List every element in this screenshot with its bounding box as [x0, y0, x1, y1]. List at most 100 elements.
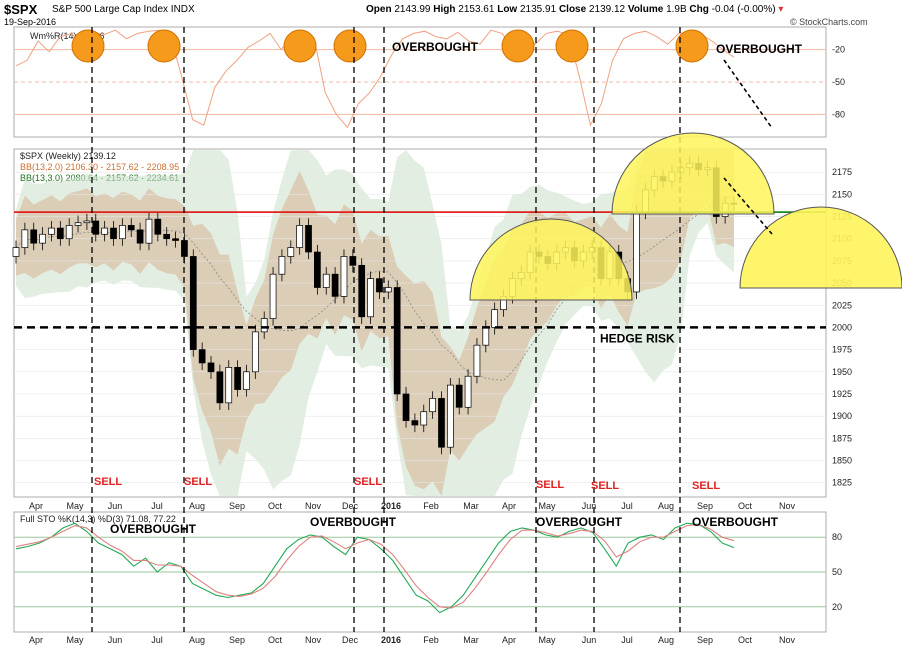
exchange-text: INDX — [170, 4, 195, 15]
price-candle — [491, 309, 499, 328]
price-candle — [145, 218, 153, 244]
price-candle — [393, 287, 401, 395]
sell-label: SELL — [692, 480, 720, 492]
price-candle — [314, 251, 321, 288]
williams-r-layer: -20 -50 -80 OVERBOUGHT OVERBOUGHT — [14, 29, 845, 129]
price-candle — [74, 222, 82, 226]
price-tick-label: 1850 — [832, 456, 852, 466]
price-candle — [322, 273, 330, 288]
price-candle — [154, 218, 162, 235]
low-value: 2135.91 — [520, 4, 557, 15]
price-candle — [101, 227, 108, 235]
month-tick-top: Apr — [502, 501, 516, 511]
month-tick-bottom: Feb — [423, 635, 439, 645]
price-tick-label: 2150 — [832, 189, 852, 199]
overbought-marker — [147, 29, 181, 63]
price-candle — [30, 229, 38, 244]
index-name: S&P 500 Large Cap Index INDX — [52, 4, 195, 15]
month-tick-bottom: Oct — [268, 635, 283, 645]
high-label: High — [433, 4, 456, 15]
price-candle — [172, 238, 179, 241]
open-label: Open — [366, 4, 392, 15]
williams-r-line — [15, 29, 735, 129]
price-candle — [340, 256, 348, 297]
price-candle — [331, 273, 339, 297]
sell-label: SELL — [354, 476, 382, 488]
price-candle — [243, 371, 250, 390]
price-candle — [305, 225, 312, 253]
month-tick-top: Nov — [779, 501, 796, 511]
price-candle — [269, 273, 277, 319]
stochastic-layer: 80 50 20 OVERBOUGHT OVERBOUGHT OVERBOUGHT OVER… — [14, 515, 842, 614]
month-tick-bottom: 2016 — [381, 635, 401, 645]
ohlc-readout: Open 2143.99 High 2153.61 Low 2135.91 Cl… — [366, 4, 783, 15]
price-legend: $SPX (Weekly) 2139.12 — [20, 151, 116, 161]
month-tick-top: Jul — [151, 501, 163, 511]
month-tick-bottom: Apr — [502, 635, 516, 645]
month-tick-top: Sep — [229, 501, 245, 511]
month-tick-bottom: Mar — [463, 635, 479, 645]
month-tick-bottom: Oct — [738, 635, 753, 645]
month-tick-top: Dec — [342, 501, 359, 511]
price-candle — [358, 264, 366, 318]
price-candle — [633, 211, 640, 293]
index-name-text: S&P 500 Large Cap Index — [52, 4, 169, 15]
price-candle — [39, 233, 46, 244]
price-candle — [446, 384, 454, 448]
down-arrow-icon: ▾ — [778, 4, 784, 15]
markup-layer: SELL SELL SELL SELL SELL SELL — [91, 27, 902, 632]
month-tick-bottom: Nov — [305, 635, 322, 645]
price-candle — [367, 278, 374, 318]
price-candle — [278, 256, 286, 275]
bb2-legend: BB(13,2.0) 2106.30 - 2157.62 - 2208.95 — [20, 162, 179, 172]
price-tick-label: 1825 — [832, 478, 852, 488]
price-tick-label: 1925 — [832, 389, 852, 399]
month-tick-top: Apr — [29, 501, 43, 511]
month-tick-top: Mar — [463, 501, 479, 511]
volume-label: Volume — [627, 4, 664, 15]
month-tick-bottom: Apr — [29, 635, 43, 645]
wr-tick-label: -20 — [832, 45, 845, 55]
month-tick-bottom: Jul — [621, 635, 633, 645]
stochastic-series-line — [15, 522, 735, 614]
highlight-dome — [739, 206, 902, 289]
month-tick-top: Jun — [108, 501, 123, 511]
price-candle — [455, 384, 463, 408]
price-candle — [189, 256, 197, 350]
price-candle — [438, 398, 445, 448]
price-tick-label: 2000 — [832, 322, 852, 332]
price-tick-label: 2025 — [832, 300, 852, 310]
overbought-marker — [555, 29, 589, 63]
stochastic-series-line — [15, 523, 735, 609]
price-tick-label: 1975 — [832, 345, 852, 355]
price-tick-label: 2175 — [832, 167, 852, 177]
symbol-label: $SPX — [4, 2, 38, 17]
month-tick-bottom: Sep — [697, 635, 713, 645]
highlight-dome — [469, 218, 633, 301]
chg-value: -0.04 (-0.00%) — [711, 4, 776, 15]
chg-label: Chg — [689, 4, 709, 15]
month-tick-top: Jun — [582, 501, 597, 511]
month-tick-top: May — [538, 501, 556, 511]
month-tick-top: Aug — [189, 501, 205, 511]
wr-overbought-label: OVERBOUGHT — [392, 40, 479, 54]
price-candle — [482, 327, 490, 346]
month-tick-bottom: Dec — [342, 635, 359, 645]
month-tick-bottom: May — [66, 635, 84, 645]
price-candle — [287, 247, 295, 257]
sell-label: SELL — [536, 479, 564, 491]
price-candle — [384, 287, 392, 293]
price-candle — [251, 331, 259, 373]
price-candle — [127, 225, 135, 231]
close-label: Close — [558, 4, 587, 15]
sto-overbought-label: OVERBOUGHT — [536, 515, 623, 529]
month-tick-bottom: Nov — [779, 635, 796, 645]
sell-label: SELL — [184, 476, 212, 488]
month-tick-top: Oct — [738, 501, 753, 511]
sto-tick-label: 80 — [832, 532, 842, 542]
overbought-marker — [333, 29, 367, 63]
price-candle — [402, 393, 410, 421]
low-label: Low — [497, 4, 518, 15]
